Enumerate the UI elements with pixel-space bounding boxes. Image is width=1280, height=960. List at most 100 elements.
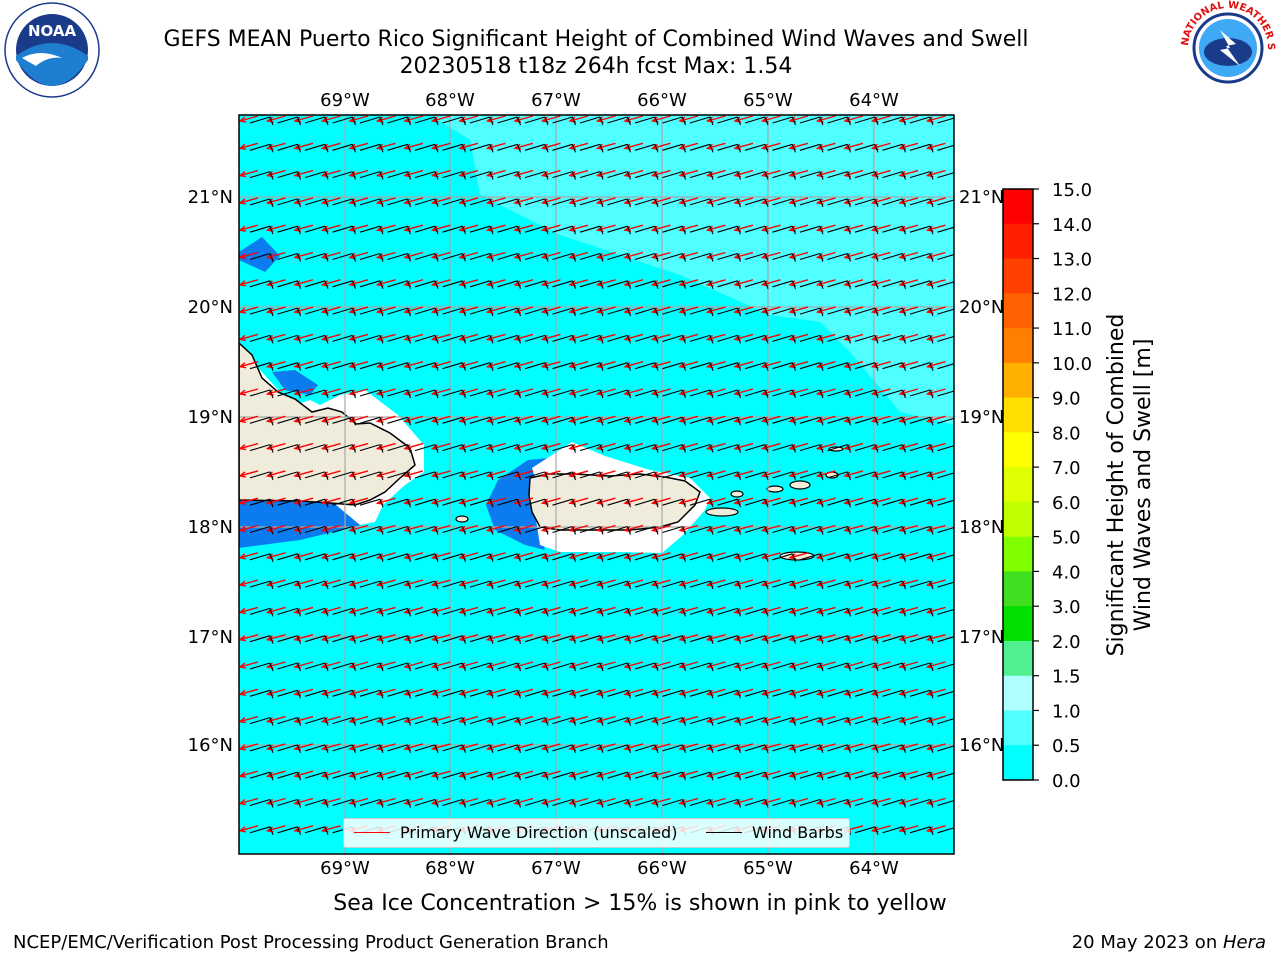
wind-barb-flag bbox=[791, 362, 797, 371]
wind-barb-flag bbox=[736, 662, 742, 672]
wind-barb-flag bbox=[406, 608, 412, 617]
wave-arrow bbox=[597, 251, 616, 259]
wind-barb-flag bbox=[874, 580, 879, 590]
wave-arrow bbox=[927, 797, 946, 805]
wave-arrow bbox=[652, 715, 671, 723]
wave-arrow bbox=[927, 224, 946, 231]
wind-barb-shaft bbox=[882, 416, 903, 424]
wind-barb-flag bbox=[516, 635, 522, 644]
wave-arrow bbox=[624, 688, 644, 695]
wave-arrowhead bbox=[239, 416, 247, 423]
wind-barb-flag bbox=[296, 635, 302, 644]
wind-barb-flag bbox=[874, 144, 879, 153]
wave-arrow bbox=[514, 224, 534, 231]
wind-barb-shaft bbox=[909, 744, 931, 752]
wind-barb-shaft bbox=[854, 662, 876, 670]
wind-barb-flag bbox=[434, 171, 439, 180]
wind-barb-flag bbox=[489, 799, 494, 808]
wave-arrow bbox=[707, 579, 726, 586]
wind-barb-flag bbox=[791, 335, 797, 344]
wave-arrow bbox=[762, 634, 781, 641]
wind-barb-shaft bbox=[854, 717, 876, 725]
lon-label-top: 67°W bbox=[531, 90, 581, 111]
wave-arrow bbox=[459, 688, 479, 695]
wind-barb-shaft bbox=[442, 771, 463, 779]
wind-barb-flag bbox=[764, 116, 769, 126]
wind-barb-flag bbox=[681, 335, 687, 344]
wind-barb-shaft bbox=[689, 225, 711, 233]
wind-barb-flag bbox=[764, 335, 769, 344]
wave-arrow bbox=[404, 688, 424, 695]
wave-arrow bbox=[844, 115, 864, 122]
wind-barb-flag bbox=[654, 471, 659, 481]
wind-barb-flag bbox=[958, 608, 961, 616]
wave-arrow bbox=[294, 279, 314, 286]
wind-barb-flag bbox=[654, 116, 659, 126]
wind-barb-shaft bbox=[332, 471, 353, 479]
wind-barb-flag bbox=[296, 253, 302, 262]
wind-barb-shaft bbox=[854, 580, 876, 588]
wave-arrow bbox=[487, 797, 506, 805]
wave-arrow bbox=[267, 524, 286, 532]
wind-barb-shaft bbox=[827, 280, 848, 288]
wave-arrow bbox=[432, 715, 451, 723]
wave-arrow bbox=[789, 251, 809, 259]
wave-arrow bbox=[707, 442, 726, 450]
wave-arrow bbox=[404, 497, 424, 504]
wind-barb-shaft bbox=[882, 717, 903, 725]
wave-arrow bbox=[844, 688, 864, 695]
wave-arrow bbox=[239, 552, 259, 559]
wind-barb-shaft bbox=[607, 717, 628, 725]
wind-barb-flag bbox=[764, 635, 769, 644]
wave-arrow bbox=[652, 197, 671, 204]
wind-barb-flag bbox=[269, 116, 274, 126]
wind-barb-shaft bbox=[799, 607, 821, 615]
wind-barb-shaft bbox=[744, 607, 766, 615]
wave-arrow bbox=[514, 442, 534, 450]
wind-barb-shaft bbox=[442, 798, 463, 807]
wind-barb-shaft bbox=[249, 416, 271, 424]
wave-arrow bbox=[377, 115, 396, 122]
lon-label-bottom: 69°W bbox=[320, 858, 370, 879]
wind-barb-shaft bbox=[634, 525, 656, 534]
colorbar-segment bbox=[1003, 258, 1033, 294]
wind-barb-flag bbox=[846, 226, 852, 235]
wind-barb-shaft bbox=[634, 225, 656, 233]
wave-arrow bbox=[459, 415, 479, 422]
wind-barb-shaft bbox=[854, 525, 876, 534]
wind-barb-flag bbox=[846, 253, 852, 262]
lon-labels-top: 69°W 68°W 67°W 66°W 65°W 64°W bbox=[320, 90, 899, 111]
wind-barb-flag bbox=[681, 444, 687, 453]
wind-barb-shaft bbox=[882, 525, 903, 534]
wave-arrow bbox=[872, 306, 891, 313]
wave-arrow bbox=[542, 606, 561, 614]
wave-arrow bbox=[487, 415, 506, 422]
wind-barb-flag bbox=[819, 608, 824, 617]
wave-arrow bbox=[762, 142, 781, 149]
wind-barb-shaft bbox=[414, 389, 436, 397]
wave-arrow bbox=[349, 661, 369, 668]
wind-barb-shaft bbox=[387, 116, 408, 124]
wind-barb-shaft bbox=[744, 334, 766, 342]
lat-label-right: 20°N bbox=[959, 297, 1004, 318]
wind-barb-shaft bbox=[607, 771, 628, 779]
wind-barb-shaft bbox=[607, 389, 628, 397]
wind-barb-flag bbox=[351, 499, 357, 508]
wind-barb-shaft bbox=[524, 689, 546, 697]
wind-barb-shaft bbox=[387, 471, 408, 479]
wave-arrowhead bbox=[239, 717, 247, 724]
wave-arrow bbox=[927, 142, 946, 149]
wave-arrow bbox=[569, 524, 589, 532]
wind-barb-flag bbox=[406, 116, 412, 126]
wind-barb-flag bbox=[929, 417, 934, 426]
wind-barb-shaft bbox=[552, 798, 573, 807]
wind-barb-shaft bbox=[689, 553, 711, 561]
wind-barb-flag bbox=[489, 744, 494, 754]
wind-barb-flag bbox=[571, 526, 577, 535]
wind-barb-flag bbox=[571, 335, 577, 344]
wave-arrow bbox=[267, 688, 286, 695]
wind-barb-flag bbox=[681, 580, 687, 590]
wind-barb-shaft bbox=[249, 444, 271, 452]
wind-barb-flag bbox=[929, 280, 934, 289]
wave-arrow bbox=[514, 197, 534, 204]
